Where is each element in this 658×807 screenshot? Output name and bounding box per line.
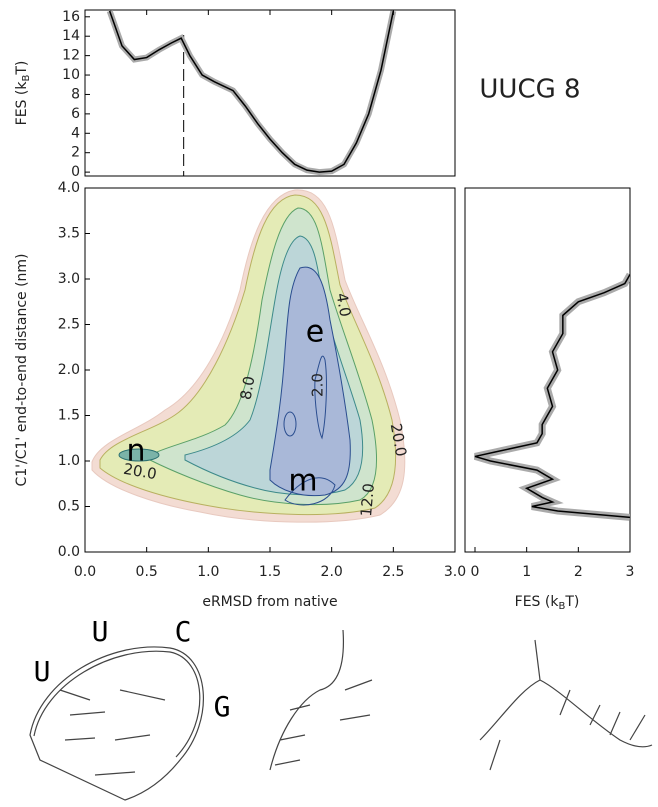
x-tick-label: 3.0 (444, 564, 466, 580)
y-tick-label: 14 (62, 28, 80, 44)
contour-label: 4.0 (333, 292, 355, 319)
uncertainty-band (106, 10, 397, 176)
y-axis-label: FES (kBT) (14, 61, 32, 126)
nucleotide-label: C (175, 615, 192, 648)
nucleotide-label: U (34, 655, 51, 688)
x-tick-label: 2 (574, 564, 583, 580)
y-tick-label: 4.0 (58, 180, 80, 196)
fes-line (108, 10, 395, 173)
contour-label: 2.0 (309, 373, 327, 397)
contour-fill (91, 189, 406, 523)
y-tick-label: 0 (71, 164, 80, 180)
x-tick-label: 1.0 (197, 564, 219, 580)
y-tick-label: 16 (62, 9, 80, 25)
contour-label: 12.0 (357, 483, 378, 518)
x-tick-label: 0 (471, 564, 480, 580)
plot-area (474, 272, 630, 521)
rna-structures (29, 629, 653, 801)
y-tick-label: 3.0 (58, 271, 80, 287)
y-tick-label: 2.0 (58, 362, 80, 378)
x-tick-label: 0.0 (74, 564, 96, 580)
x-tick-label: 0.5 (136, 564, 158, 580)
panel-label: UUCG 8 (479, 75, 580, 105)
y-tick-label: 10 (62, 67, 80, 83)
y-tick-label: 0.0 (58, 544, 80, 560)
state-label: e (306, 315, 324, 350)
y-axis-label: C1'/C1' end-to-end distance (nm) (14, 253, 30, 486)
state-label: m (288, 464, 317, 499)
y-tick-label: 6 (71, 106, 80, 122)
y-tick-label: 12 (62, 48, 80, 64)
y-tick-label: 2.5 (58, 317, 80, 333)
nucleotide-label: G (214, 690, 231, 723)
contour-label: 8.0 (237, 375, 259, 402)
y-tick-label: 4 (71, 125, 80, 141)
contour-label: 20.0 (122, 460, 158, 484)
x-tick-label: 3 (626, 564, 635, 580)
plot-area (106, 10, 397, 176)
x-axis-label: eRMSD from native (202, 594, 337, 610)
y-tick-label: 1.5 (58, 408, 80, 424)
y-tick-label: 3.5 (58, 226, 80, 242)
y-tick-label: 2 (71, 145, 80, 161)
x-axis-label: FES (kBT) (515, 594, 580, 612)
y-tick-label: 8 (71, 86, 80, 102)
fes-line (474, 274, 630, 519)
y-tick-label: 0.5 (58, 499, 80, 515)
contour-label: 20.0 (387, 422, 411, 458)
nucleotide-label: U (92, 615, 109, 648)
x-tick-label: 1 (522, 564, 531, 580)
x-tick-label: 2.0 (321, 564, 343, 580)
state-label: n (126, 434, 145, 469)
x-tick-label: 2.5 (382, 564, 404, 580)
x-tick-label: 1.5 (259, 564, 281, 580)
uncertainty-band (474, 272, 630, 521)
y-tick-label: 1.0 (58, 453, 80, 469)
